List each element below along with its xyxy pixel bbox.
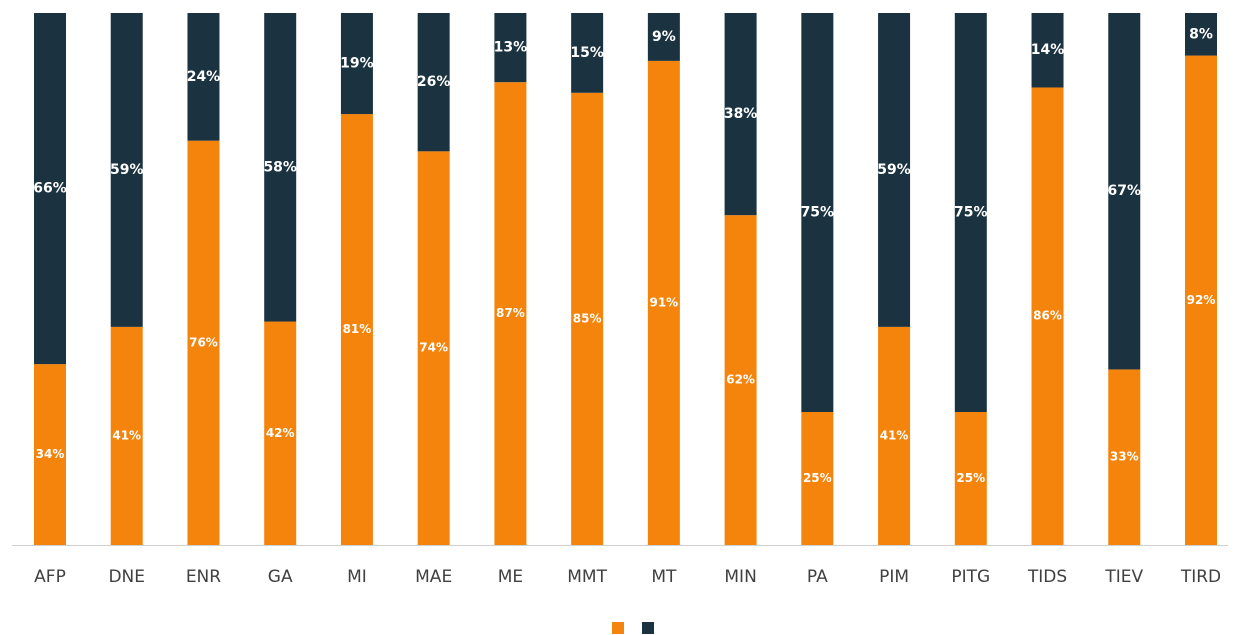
bar-segment bbox=[1108, 369, 1141, 545]
bar-segment bbox=[647, 60, 680, 545]
bar-segment bbox=[878, 13, 911, 327]
value-label: 92% bbox=[1187, 293, 1216, 307]
value-label: 91% bbox=[649, 295, 678, 309]
bar-segment bbox=[34, 364, 66, 545]
value-label: 24% bbox=[187, 69, 221, 85]
value-label: 19% bbox=[340, 56, 374, 72]
value-label: 81% bbox=[343, 322, 372, 336]
value-label: 62% bbox=[726, 373, 755, 387]
value-label: 59% bbox=[877, 162, 911, 178]
value-label: 14% bbox=[1031, 42, 1065, 58]
value-label: 58% bbox=[263, 159, 297, 175]
bar-segment bbox=[417, 151, 450, 545]
bar-segment bbox=[954, 412, 987, 545]
value-label: 59% bbox=[110, 162, 144, 178]
bar-segment bbox=[494, 82, 527, 545]
value-label: 41% bbox=[880, 428, 909, 442]
x-tick-label: MMT bbox=[567, 567, 607, 587]
x-tick-label: MT bbox=[651, 567, 677, 587]
bar-segment bbox=[1031, 13, 1064, 88]
legend-swatch bbox=[642, 622, 654, 634]
x-tick-label: DNE bbox=[108, 567, 145, 587]
x-tick-label: PIM bbox=[879, 567, 909, 587]
value-label: 75% bbox=[801, 205, 835, 221]
value-label: 85% bbox=[573, 311, 602, 325]
x-tick-label: PA bbox=[807, 567, 828, 587]
x-tick-label: TIEV bbox=[1104, 567, 1143, 587]
bar-segment bbox=[878, 326, 911, 545]
bar-segment bbox=[187, 13, 220, 141]
value-label: 33% bbox=[1110, 450, 1139, 464]
bar-segment bbox=[724, 215, 757, 545]
bar-segment bbox=[264, 13, 297, 322]
value-label: 8% bbox=[1189, 26, 1213, 42]
x-tick-label: MIN bbox=[724, 567, 756, 587]
value-label: 25% bbox=[956, 471, 985, 485]
legend-swatch bbox=[612, 622, 624, 634]
value-label: 41% bbox=[112, 428, 141, 442]
bar-segment bbox=[1185, 55, 1217, 546]
bar-segment bbox=[571, 13, 604, 93]
bar-segment bbox=[647, 13, 680, 61]
bar-segment bbox=[340, 114, 373, 545]
bar-segment bbox=[1031, 87, 1064, 545]
x-tick-label: AFP bbox=[34, 567, 66, 587]
bar-segment bbox=[34, 13, 66, 365]
value-label: 67% bbox=[1108, 183, 1142, 199]
bar-segment bbox=[494, 13, 527, 83]
value-label: 66% bbox=[33, 181, 67, 197]
value-label: 74% bbox=[419, 341, 448, 355]
value-label: 26% bbox=[417, 74, 451, 90]
bar-segment bbox=[801, 13, 834, 412]
bar-segment bbox=[801, 412, 834, 545]
value-label: 76% bbox=[189, 335, 218, 349]
x-tick-label: TIDS bbox=[1027, 567, 1067, 587]
x-tick-label: PITG bbox=[951, 567, 990, 587]
bar-segment bbox=[571, 92, 604, 546]
bar-segment bbox=[264, 321, 297, 545]
x-tick-label: GA bbox=[268, 567, 293, 587]
bar-segment bbox=[417, 13, 450, 152]
x-tick-label: MAE bbox=[415, 567, 452, 587]
value-label: 25% bbox=[803, 471, 832, 485]
value-label: 42% bbox=[266, 426, 295, 440]
value-label: 13% bbox=[494, 40, 528, 56]
bar-segment bbox=[1108, 13, 1141, 370]
bar-segment bbox=[1185, 13, 1217, 56]
x-tick-label: TIRD bbox=[1180, 567, 1221, 587]
value-label: 75% bbox=[954, 205, 988, 221]
value-label: 34% bbox=[36, 447, 65, 461]
x-tick-label: ME bbox=[498, 567, 523, 587]
bar-segment bbox=[110, 13, 143, 327]
value-label: 38% bbox=[724, 106, 758, 122]
value-label: 87% bbox=[496, 306, 525, 320]
value-label: 86% bbox=[1033, 309, 1062, 323]
bar-segment bbox=[340, 13, 373, 115]
value-label: 15% bbox=[570, 45, 604, 61]
x-tick-label: ENR bbox=[186, 567, 221, 587]
bar-segment bbox=[954, 13, 987, 412]
bar-segment bbox=[724, 13, 757, 216]
value-label: 9% bbox=[652, 29, 676, 45]
bar-segment bbox=[110, 326, 143, 545]
x-tick-label: MI bbox=[347, 567, 367, 587]
bar-segment bbox=[187, 140, 220, 545]
